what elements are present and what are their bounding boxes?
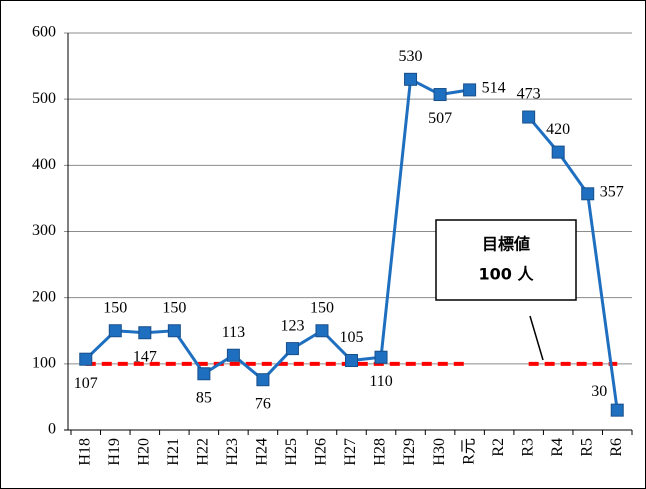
data-label: 113 — [222, 324, 245, 341]
marker — [610, 403, 624, 417]
marker — [522, 110, 536, 124]
data-label: 105 — [340, 329, 364, 346]
x-tick-label: R元 — [460, 438, 477, 465]
data-label: 107 — [74, 375, 98, 392]
y-tick-label: 500 — [32, 90, 56, 107]
annotation-pointer — [529, 315, 544, 361]
x-tick-label: H29 — [401, 438, 418, 466]
y-tick-label: 0 — [48, 421, 56, 438]
x-tick-label: H27 — [342, 438, 359, 466]
marker — [138, 326, 152, 340]
marker — [315, 324, 329, 338]
marker — [108, 324, 122, 338]
data-label: 150 — [103, 299, 127, 316]
marker — [551, 145, 565, 159]
data-label: 123 — [280, 317, 304, 334]
x-tick-label: H20 — [135, 438, 152, 466]
marker — [285, 342, 299, 356]
marker — [463, 83, 477, 97]
x-tick-label: H23 — [224, 438, 241, 466]
y-tick-label: 400 — [32, 156, 56, 173]
marker — [581, 187, 595, 201]
x-tick-label: R6 — [608, 438, 625, 457]
data-label: 473 — [517, 86, 541, 103]
data-label: 30 — [591, 383, 607, 400]
x-tick-label: H26 — [313, 438, 330, 466]
data-label: 150 — [310, 299, 334, 316]
x-tick-label: H19 — [106, 438, 123, 466]
data-label: 357 — [600, 183, 624, 200]
annotation-text: 目標値 — [482, 235, 530, 254]
x-tick-label: H24 — [254, 438, 271, 466]
data-label: 85 — [196, 389, 212, 406]
x-tick-label: H18 — [76, 438, 93, 466]
annotation-box — [435, 219, 577, 301]
data-label: 110 — [369, 373, 392, 390]
annotation-text: 100 人 — [479, 265, 535, 284]
x-tick-label: H22 — [195, 438, 212, 466]
marker — [167, 324, 181, 338]
x-tick-label: R4 — [549, 438, 566, 457]
y-tick-label: 200 — [32, 288, 56, 305]
data-label: 530 — [399, 48, 423, 65]
x-tick-label: R2 — [490, 438, 507, 457]
data-label: 507 — [428, 110, 452, 127]
marker — [226, 348, 240, 362]
x-tick-label: R3 — [519, 438, 536, 457]
x-tick-label: H25 — [283, 438, 300, 466]
y-tick-label: 300 — [32, 222, 56, 239]
marker — [433, 88, 447, 102]
marker — [404, 72, 418, 86]
marker — [197, 367, 211, 381]
marker — [374, 350, 388, 364]
marker — [256, 373, 270, 387]
x-tick-label: R5 — [578, 438, 595, 457]
marker — [345, 354, 358, 368]
y-tick-label: 100 — [32, 355, 56, 372]
marker — [79, 352, 93, 366]
data-label: 420 — [546, 121, 570, 138]
x-tick-label: H21 — [165, 438, 182, 466]
y-tick-label: 600 — [32, 24, 56, 41]
data-label: 514 — [482, 80, 506, 97]
data-label: 147 — [133, 348, 157, 365]
x-tick-label: H30 — [431, 438, 448, 466]
data-label: 76 — [255, 395, 271, 412]
data-label: 150 — [162, 299, 186, 316]
x-tick-label: H28 — [372, 438, 389, 466]
data-line — [527, 116, 619, 411]
